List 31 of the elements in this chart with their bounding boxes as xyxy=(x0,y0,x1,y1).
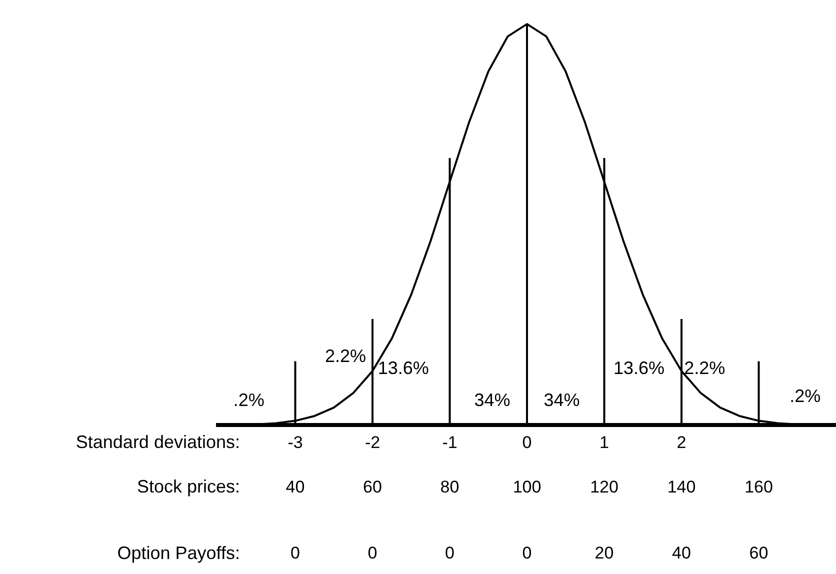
x2-tick-label: 140 xyxy=(667,477,696,496)
x2-tick-label: 160 xyxy=(744,477,773,496)
text: 0 xyxy=(368,544,378,563)
x-tick-label: 0 xyxy=(522,433,532,452)
x2-tick-label: 100 xyxy=(512,477,542,496)
annotation: .2% xyxy=(790,386,821,406)
text: 0 xyxy=(445,544,454,563)
x-tick-label: -1 xyxy=(442,433,458,452)
x2-tick-label: 120 xyxy=(590,477,618,496)
annotation: .2% xyxy=(233,390,264,410)
annotation: 2.2% xyxy=(324,346,366,366)
x2-axis-title: Stock prices: xyxy=(136,476,240,497)
text: 20 xyxy=(594,544,614,563)
annotation: 34% xyxy=(474,390,510,410)
x-tick-label: 1 xyxy=(600,433,609,452)
text: 0 xyxy=(290,544,300,563)
x-tick-label: -3 xyxy=(288,433,303,452)
text: Option Payoffs: xyxy=(117,542,240,563)
text: 60 xyxy=(749,544,768,563)
text: 0 xyxy=(522,544,532,563)
x-tick-label: -2 xyxy=(364,433,380,452)
annotation: 13.6% xyxy=(613,358,665,378)
annotation: 34% xyxy=(544,390,580,410)
annotation: 13.6% xyxy=(378,358,429,378)
x2-tick-label: 80 xyxy=(440,477,460,496)
text: 40 xyxy=(672,544,691,563)
x-axis-title: Standard deviations: xyxy=(76,432,240,452)
x-tick-label: 2 xyxy=(676,433,686,452)
x2-tick-label: 40 xyxy=(286,477,305,496)
x2-tick-label: 60 xyxy=(363,477,382,496)
annotation: 2.2% xyxy=(684,358,726,378)
